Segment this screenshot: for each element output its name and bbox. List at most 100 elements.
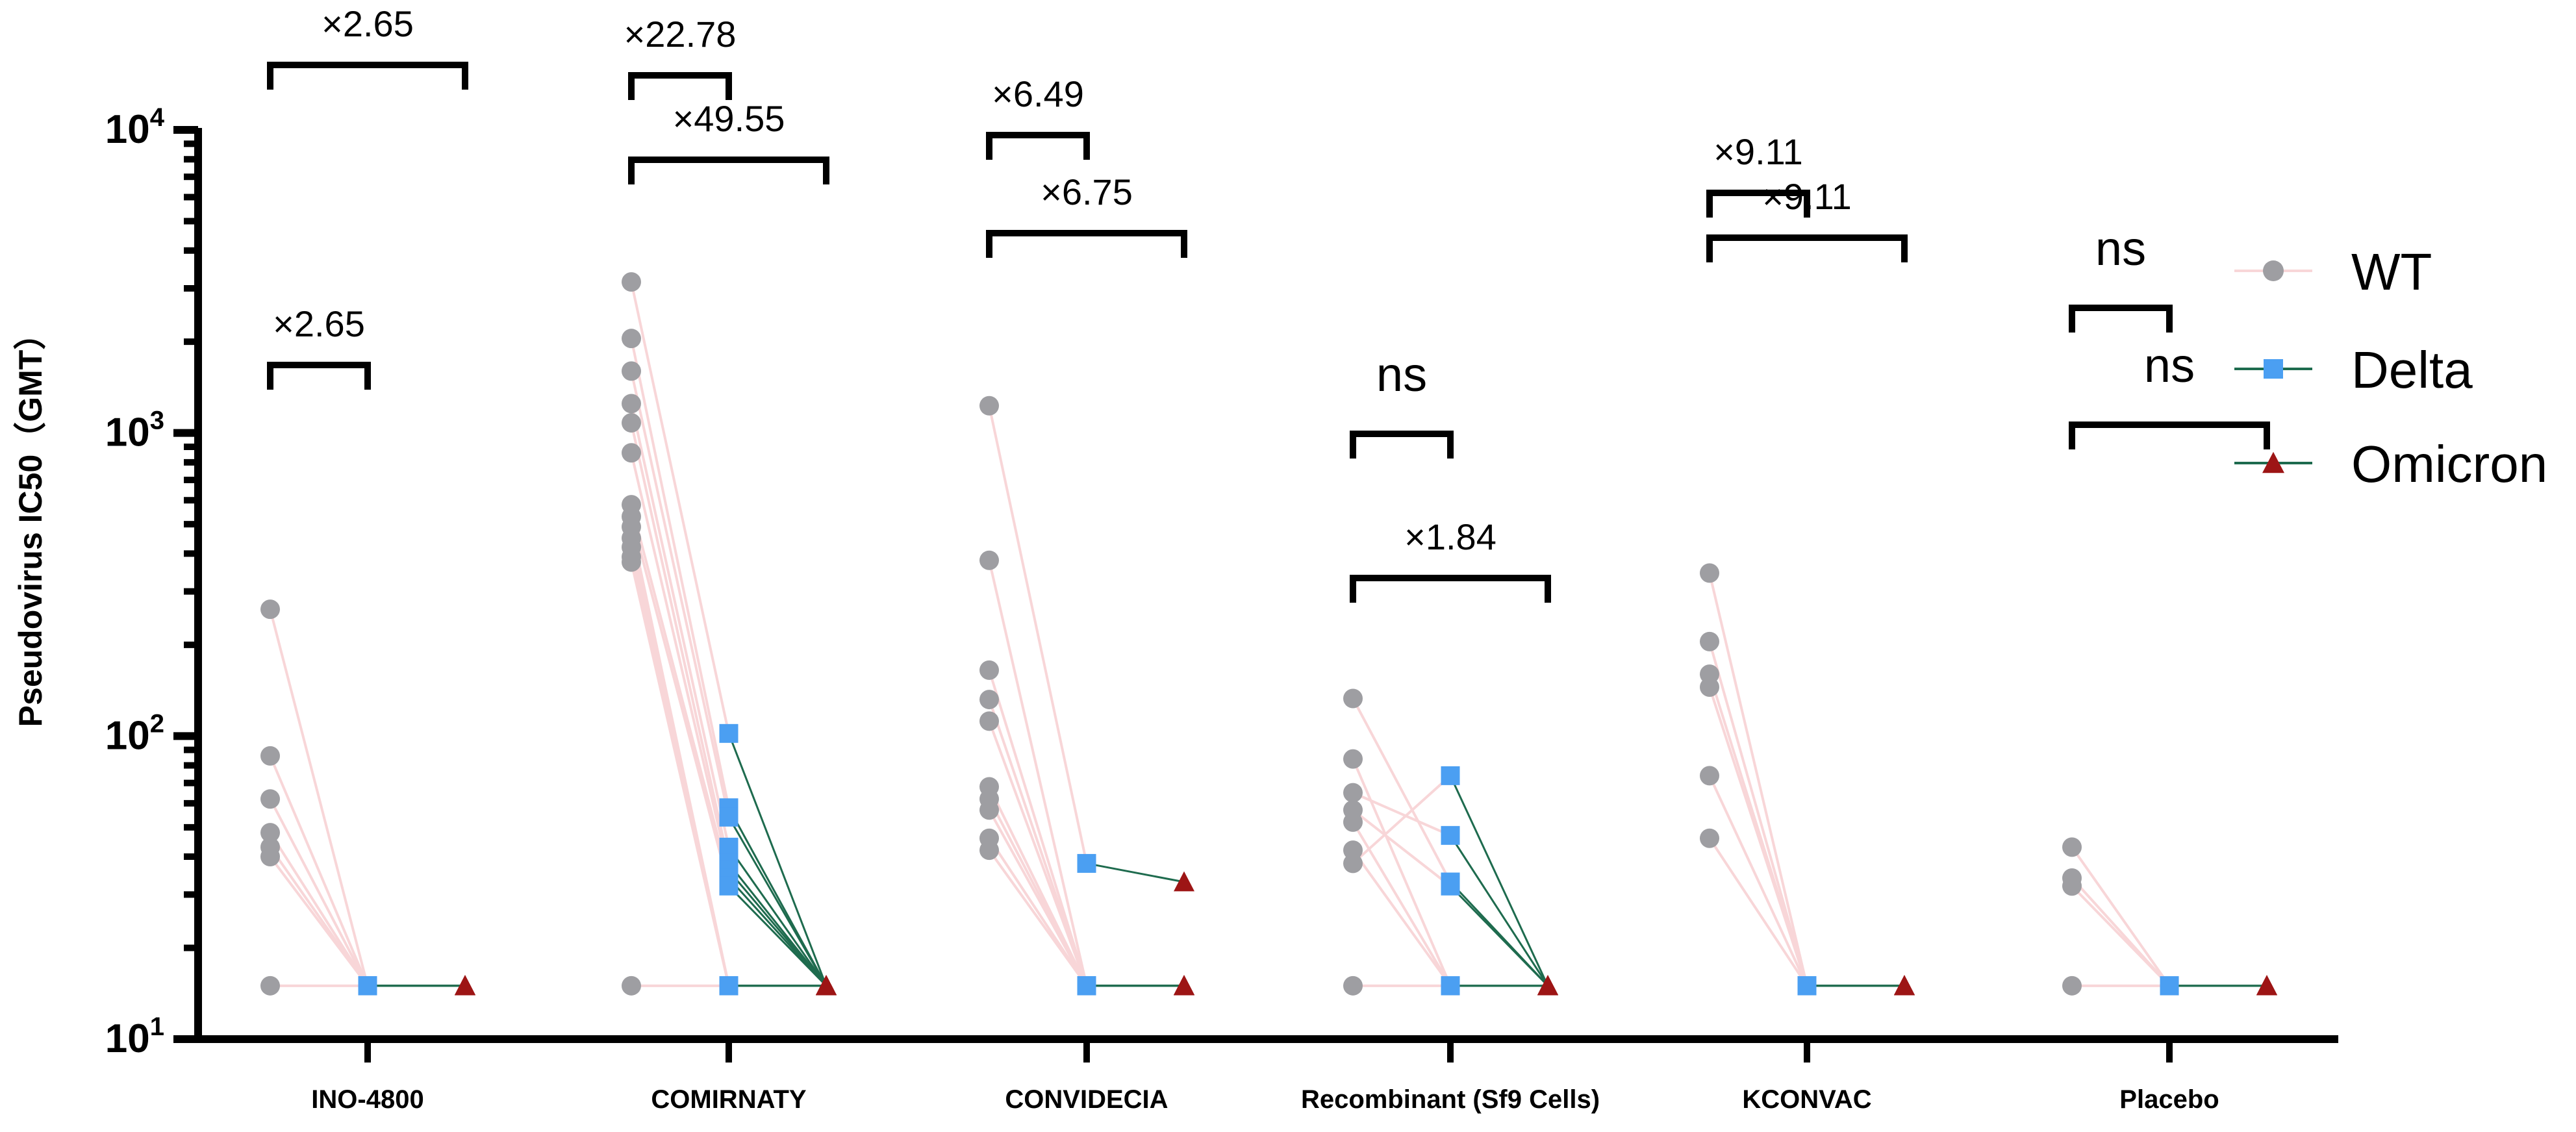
wt-point (2062, 837, 2082, 857)
y-tick-base: 10 (105, 713, 150, 758)
omicron-point (1174, 975, 1194, 996)
wt-point (979, 660, 999, 680)
x-category-label: CONVIDECIA (1005, 1085, 1168, 1114)
wt-point (1700, 828, 1719, 848)
significance-bracket (267, 62, 468, 90)
wt-point (1343, 749, 1363, 769)
significance-bracket (1350, 431, 1454, 459)
wt-point (622, 361, 641, 381)
wt-delta-pair-line (1352, 698, 1452, 883)
wt-point (2062, 975, 2082, 996)
wt-delta-pair-line (988, 809, 1088, 987)
significance-bracket (2069, 421, 2270, 449)
significance-label: ×22.78 (624, 14, 737, 55)
legend-label-delta: Delta (2351, 341, 2473, 399)
pair-lines-layer (269, 281, 2267, 987)
wt-delta-pair-line (1708, 837, 1808, 987)
wt-point (1343, 853, 1363, 874)
wt-delta-pair-line (988, 560, 1088, 987)
wt-point (1343, 812, 1363, 832)
wt-delta-pair-line (269, 855, 369, 987)
wt-delta-pair-line (630, 452, 730, 871)
delta-omicron-pair-line (1449, 885, 1549, 987)
wt-point (260, 746, 280, 766)
omicron-point (2256, 975, 2277, 996)
delta-point (1077, 853, 1096, 873)
wt-delta-pair-line (1708, 686, 1808, 987)
delta-point (719, 876, 739, 896)
wt-point (1343, 975, 1363, 996)
wt-delta-pair-line (988, 720, 1088, 987)
significance-label: ×9.11 (1762, 176, 1852, 217)
wt-delta-pair-line (1708, 641, 1808, 987)
wt-delta-pair-line (1352, 791, 1451, 837)
wt-delta-pair-line (630, 562, 730, 987)
wt-point (1343, 688, 1363, 709)
delta-point (719, 807, 739, 827)
wt-point (622, 413, 641, 433)
significance-label: ×6.49 (992, 73, 1084, 114)
wt-delta-pair-line (630, 338, 730, 809)
y-tick-exponent: 1 (150, 1013, 164, 1041)
wt-point (260, 789, 280, 809)
significance-bracket (1350, 575, 1551, 603)
wt-point (622, 329, 641, 349)
legend-label-wt: WT (2351, 243, 2432, 301)
wt-point (1700, 563, 1719, 583)
wt-delta-pair-line (269, 832, 369, 987)
delta-point (358, 976, 377, 996)
y-tick-exponent: 4 (150, 103, 165, 132)
wt-point (1700, 766, 1719, 786)
wt-delta-pair-line (1352, 849, 1452, 987)
y-tick-exponent: 3 (150, 407, 164, 435)
delta-omicron-pair-line (1449, 835, 1549, 987)
wt-point (1343, 783, 1363, 803)
significance-label: ns (2144, 338, 2195, 392)
delta-point (719, 976, 739, 996)
markers-layer (260, 272, 2277, 996)
wt-point (979, 800, 999, 820)
y-tick-label: 102 (105, 709, 164, 758)
wt-delta-pair-line (2071, 846, 2171, 987)
significance-bracket (628, 72, 732, 100)
omicron-point (1537, 975, 1558, 996)
wt-point (1700, 631, 1719, 651)
significance-bracket (986, 132, 1090, 160)
wt-delta-pair-line (630, 403, 730, 848)
y-tick-base: 10 (105, 410, 150, 455)
wt-point (979, 550, 999, 570)
legend-marker-delta (2264, 359, 2283, 379)
delta-point (719, 837, 739, 857)
significance-label: ×2.65 (273, 303, 365, 344)
wt-delta-pair-line (2071, 885, 2171, 987)
delta-point (1441, 766, 1460, 785)
wt-delta-pair-line (988, 405, 1088, 864)
x-category-label: COMIRNATY (651, 1085, 807, 1114)
delta-point (2160, 976, 2179, 996)
wt-point (979, 396, 999, 416)
wt-delta-pair-line (1352, 809, 1452, 887)
delta-omicron-pair-line (1086, 862, 1185, 883)
legend: WT Delta Omicron (2234, 243, 2547, 493)
wt-point (622, 394, 641, 414)
wt-delta-pair-line (630, 516, 730, 887)
significance-bracket (1706, 234, 1908, 262)
omicron-point (1174, 871, 1194, 892)
wt-delta-pair-line (269, 609, 369, 987)
wt-delta-pair-line (988, 849, 1088, 987)
wt-point (622, 552, 641, 572)
y-tick-label: 101 (105, 1013, 164, 1061)
significance-label: ×9.11 (1713, 131, 1803, 172)
omicron-point (816, 975, 837, 996)
wt-delta-pair-line (1708, 775, 1808, 987)
wt-point (979, 690, 999, 710)
wt-point (260, 599, 280, 620)
wt-point (260, 975, 280, 996)
wt-point (260, 847, 280, 867)
significance-label: ×1.84 (1404, 516, 1496, 557)
delta-point (1797, 976, 1817, 996)
x-category-label: Recombinant (Sf9 Cells) (1301, 1085, 1600, 1114)
legend-marker-wt (2263, 260, 2284, 281)
